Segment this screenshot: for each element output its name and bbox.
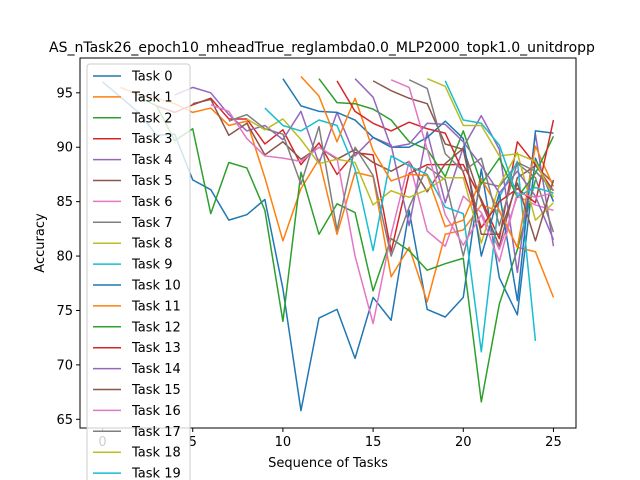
legend-label-task-1: Task 1 (131, 90, 172, 105)
legend: Task 0 Task 1 Task 2 Task 3 Task 4 Task 5 Task… (86, 63, 191, 480)
series-layer (102, 75, 555, 412)
legend-label-task-2: Task 2 (131, 111, 172, 126)
series-line-task-19 (444, 80, 554, 197)
legend-label-task-0: Task 0 (131, 70, 172, 85)
series-line-task-10 (282, 78, 554, 302)
plot-frame (79, 57, 577, 429)
x-tick-label: 25 (545, 435, 562, 450)
y-tick-label: 65 (56, 413, 73, 428)
chart-title: AS_nTask26_epoch10_mheadTrue_reglambda0.… (49, 40, 595, 56)
series-line-task-2 (138, 96, 537, 403)
series-line-task-6 (210, 104, 554, 325)
x-tick-label: 20 (455, 435, 472, 450)
series-line-task-4 (174, 86, 555, 274)
y-tick-label: 95 (56, 86, 73, 101)
x-tick-label: 10 (275, 435, 292, 450)
legend-box (86, 63, 191, 480)
legend-label-task-11: Task 11 (131, 299, 181, 314)
legend-label-task-10: Task 10 (131, 279, 181, 294)
series-line-task-17 (408, 79, 555, 227)
legend-label-task-12: Task 12 (131, 320, 181, 335)
series-line-task-9 (264, 107, 537, 353)
series-line-task-18 (426, 77, 555, 198)
y-ticks: 65 70 75 80 85 90 95 (56, 86, 80, 428)
y-tick-label: 90 (56, 141, 73, 156)
series-line-task-1 (120, 86, 555, 303)
legend-label-task-15: Task 15 (131, 383, 181, 398)
legend-label-task-7: Task 7 (131, 216, 172, 231)
legend-label-task-4: Task 4 (131, 153, 172, 168)
series-line-task-3 (156, 97, 555, 253)
legend-label-task-17: Task 17 (131, 425, 181, 440)
x-axis-label: Sequence of Tasks (268, 456, 388, 471)
legend-label-task-5: Task 5 (131, 174, 172, 189)
legend-label-task-3: Task 3 (131, 132, 172, 147)
series-line-task-13 (336, 80, 555, 229)
y-tick-label: 70 (56, 358, 73, 373)
series-line-task-11 (300, 75, 555, 249)
series-line-task-14 (354, 78, 555, 241)
y-axis-label: Accuracy (33, 213, 48, 273)
series-line-task-15 (372, 80, 555, 242)
legend-label-task-14: Task 14 (131, 362, 181, 377)
series-line-task-16 (390, 79, 554, 263)
x-tick-label: 5 (189, 435, 197, 450)
series-line-task-8 (246, 118, 554, 244)
legend-label-task-9: Task 9 (131, 258, 172, 273)
legend-label-task-16: Task 16 (131, 404, 181, 419)
x-tick-label: 15 (365, 435, 382, 450)
legend-entries: Task 0 Task 1 Task 2 Task 3 Task 4 Task 5 Task… (93, 70, 181, 480)
legend-label-task-18: Task 18 (131, 446, 181, 461)
legend-label-task-8: Task 8 (131, 237, 172, 252)
x-ticks: 0510152025 (98, 428, 562, 450)
legend-label-task-13: Task 13 (131, 341, 181, 356)
y-tick-label: 80 (56, 250, 73, 265)
y-tick-label: 75 (56, 304, 73, 319)
legend-label-task-6: Task 6 (131, 195, 172, 210)
legend-label-task-19: Task 19 (131, 467, 181, 480)
series-line-task-5 (192, 98, 554, 248)
y-tick-label: 85 (56, 195, 73, 210)
